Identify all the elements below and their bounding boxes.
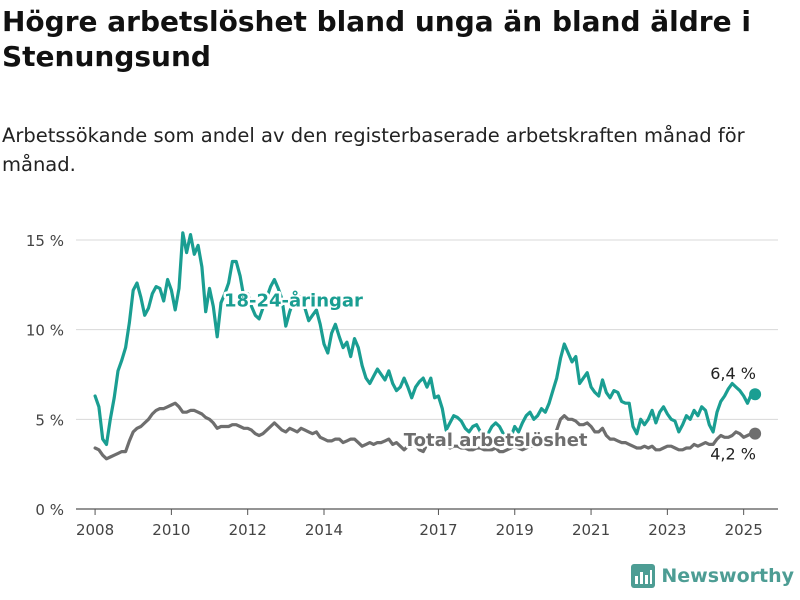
annotations: 6,4 % 4,2 % 18-24-åringar Total arbetslöshe…	[221, 287, 757, 466]
y-tick-label: 10 %	[26, 322, 64, 340]
x-tick-label: 2023	[648, 521, 686, 539]
series-end-marker	[749, 427, 762, 440]
series-lines	[93, 231, 762, 461]
series-end-label: 6,4 %	[710, 364, 756, 383]
y-tick-label: 15 %	[26, 232, 64, 250]
series-annotation-young: 18-24-åringar	[224, 289, 363, 311]
bar-chart-logo-icon	[631, 564, 656, 588]
y-tick-label: 0 %	[35, 501, 64, 519]
x-tick-label: 2017	[419, 521, 457, 539]
x-tick-label: 2010	[152, 521, 190, 539]
series-end-label: 4,2 %	[710, 445, 756, 464]
series-line-young	[93, 231, 757, 446]
x-tick-label: 2014	[305, 521, 343, 539]
x-tick-label: 2025	[725, 521, 763, 539]
chart-title: Högre arbetslöshet bland unga än bland ä…	[2, 5, 751, 73]
chart-subtitle: Arbetssökande som andel av den registerb…	[2, 124, 745, 176]
y-tick-label: 5 %	[35, 411, 64, 429]
x-tick-label: 2021	[572, 521, 610, 539]
brand-name: Newsworthy	[661, 565, 794, 587]
x-tick-label: 2019	[496, 521, 534, 539]
axes: 0 % 5 % 10 % 15 % 2008 2010 2012 2014 2017 2019 20…	[26, 232, 778, 539]
series-line-total	[93, 401, 757, 461]
brand-logo: Newsworthy	[631, 564, 794, 588]
x-tick-label: 2012	[229, 521, 267, 539]
series-annotation-total: Total arbetslöshet	[404, 430, 588, 451]
x-tick-label: 2008	[76, 521, 114, 539]
series-end-marker	[749, 388, 762, 401]
